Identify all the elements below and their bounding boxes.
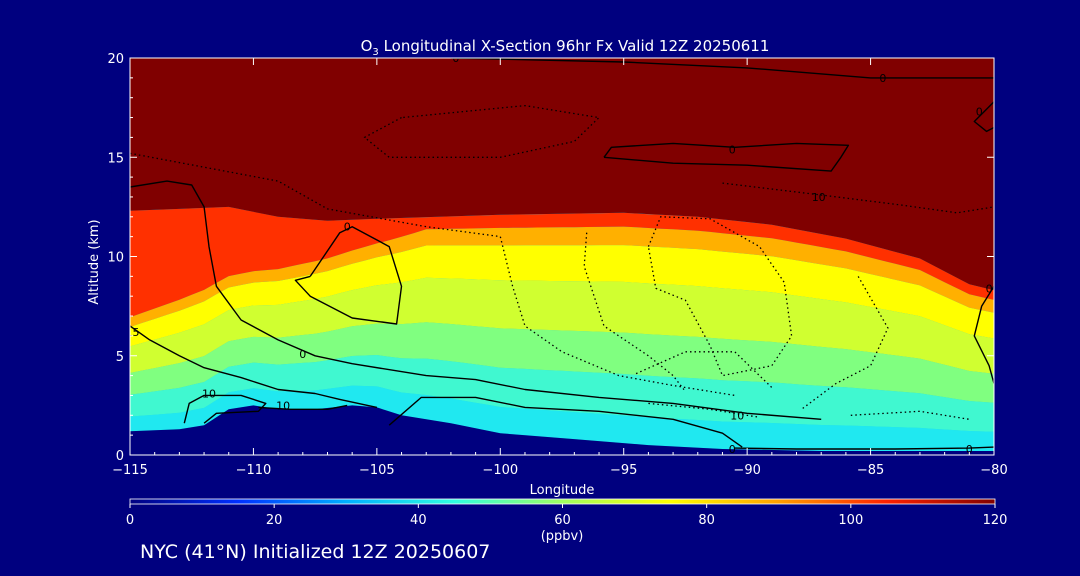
contour-line-dotted: [722, 182, 994, 214]
forecast-location-initialization: NYC (41°N) Initialized 12Z 20250607: [140, 541, 491, 563]
x-tick-label: −115: [112, 463, 148, 478]
x-tick-label: −95: [610, 463, 637, 478]
difference-contours: [130, 58, 994, 450]
colorbar-tick-label: 20: [266, 513, 283, 528]
chart-title: O3 Longitudinal X-Section 96hr Fx Valid …: [361, 37, 770, 58]
terrain-below-surface: [130, 405, 994, 455]
contour-line-solid: [973, 101, 994, 133]
colorbar-tick-label: 40: [410, 513, 427, 528]
y-axis: 0 5 10 15 20: [107, 52, 994, 464]
y-tick-label: 10: [107, 251, 124, 266]
contour-line-dotted: [648, 402, 760, 418]
y-tick-label: 0: [116, 449, 124, 464]
contour-value-label: 0: [976, 106, 983, 119]
contour-line-solid: [130, 325, 378, 409]
contour-line-solid: [183, 394, 267, 424]
ozone-color-band: [130, 277, 994, 374]
y-tick-label: 5: [116, 350, 124, 365]
y-tick-label: 20: [107, 52, 124, 67]
contour-value-label: 0: [986, 282, 993, 295]
x-axis-label: Longitude: [530, 483, 595, 498]
chart-title-subscript: 3: [372, 47, 378, 58]
y-axis-label: Altitude (km): [87, 219, 102, 304]
colorbar-ticks: 0 20 40 60 80 100 120: [126, 504, 1008, 528]
colorbar-tick-label: 60: [554, 513, 571, 528]
contour-line-solid: [258, 404, 348, 410]
ozone-color-band: [130, 385, 994, 451]
x-tick-label: −80: [980, 463, 1007, 478]
contour-line-solid: [973, 285, 994, 384]
x-tick-label: −100: [482, 463, 518, 478]
colorbar-tick-label: 120: [983, 513, 1008, 528]
contour-labels: 0 0 0 0 10 0 0 10 10 10 0 0 0 15: [126, 52, 993, 456]
ozone-color-band: [130, 226, 994, 327]
contour-line-dotted: [647, 216, 793, 377]
contour-value-label: 0: [452, 52, 459, 65]
contour-line-solid: [130, 180, 822, 420]
contour-value-label: 10: [730, 409, 744, 422]
contour-line-solid: [388, 396, 743, 448]
contour-line-solid: [450, 58, 994, 79]
contour-value-label: 0: [879, 72, 886, 85]
ozone-color-band: [130, 206, 994, 318]
contour-value-label: 0: [966, 443, 973, 456]
colorbar-tick-label: 80: [698, 513, 715, 528]
contour-line-dotted: [583, 232, 686, 392]
contour-value-label: 10: [276, 399, 290, 412]
contour-value-label: 10: [812, 191, 826, 204]
colorbar-unit-label: (ppbv): [541, 529, 584, 544]
contour-value-label: 0: [344, 221, 351, 234]
contour-value-label: 0: [729, 443, 736, 456]
x-tick-label: −105: [359, 463, 395, 478]
colorbar-gradient: [129, 498, 996, 505]
contour-value-label: 0: [299, 348, 306, 361]
ozone-color-band: [130, 322, 994, 403]
colorbar-tick-label: 0: [126, 513, 134, 528]
contour-line-dotted: [801, 276, 889, 410]
y-tick-label: 15: [107, 151, 124, 166]
contour-line-solid: [734, 446, 994, 450]
contour-value-label: 15: [126, 326, 140, 339]
contour-value-label: 10: [202, 388, 216, 401]
x-tick-label: −110: [236, 463, 272, 478]
stratosphere-high-ozone-region: [130, 58, 994, 291]
contour-line-dotted: [850, 410, 970, 420]
x-tick-label: −85: [857, 463, 884, 478]
contour-line-solid: [603, 142, 850, 172]
contour-value-label: 0: [729, 143, 736, 156]
colorbar-tick-label: 100: [838, 513, 863, 528]
x-axis: −115 −110 −105 −100 −95 −90 −85 −80: [112, 58, 1008, 478]
colorbar: 0 20 40 60 80 100 120 (ppbv): [126, 498, 1008, 544]
x-tick-label: −90: [733, 463, 760, 478]
plot-area: 0 0 0 0 10 0 0 10 10 10 0 0 0 15: [126, 52, 994, 456]
ozone-color-band: [130, 245, 994, 347]
contour-line-solid: [294, 225, 403, 325]
